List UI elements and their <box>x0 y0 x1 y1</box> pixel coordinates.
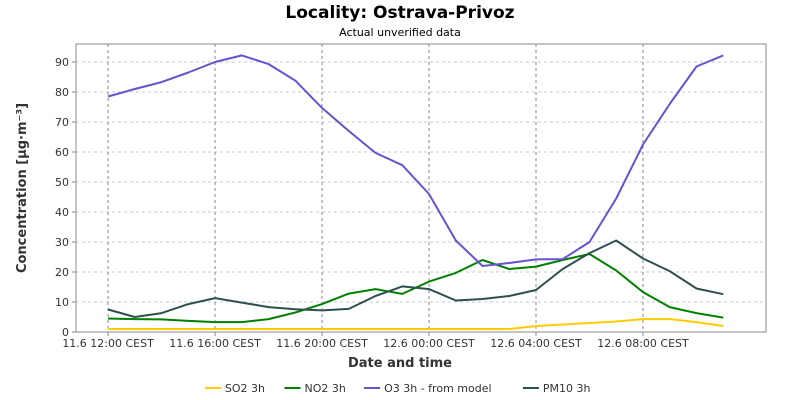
y-tick-label: 0 <box>62 326 69 339</box>
legend-label-o3-3h-from-model: O3 3h - from model <box>384 382 491 395</box>
y-tick-label: 80 <box>55 86 69 99</box>
legend-label-so2-3h: SO2 3h <box>225 382 265 395</box>
y-tick-label: 60 <box>55 146 69 159</box>
y-axis-ticks: 0 10 20 30 40 50 60 70 80 90 <box>55 56 76 339</box>
y-axis-label: Concentration [µg·m⁻³] <box>15 103 30 273</box>
y-tick-label: 70 <box>55 116 69 129</box>
y-tick-label: 90 <box>55 56 69 69</box>
y-tick-label: 10 <box>55 296 69 309</box>
x-axis-label: Date and time <box>348 356 452 371</box>
grid <box>76 44 766 332</box>
series-line-pm10-3h <box>107 239 724 318</box>
x-tick-label: 11.6 12:00 CEST <box>62 337 154 350</box>
legend-label-no2-3h: NO2 3h <box>305 382 346 395</box>
x-tick-label: 12.6 00:00 CEST <box>383 337 475 350</box>
series-lines <box>107 54 724 330</box>
x-tick-label: 11.6 16:00 CEST <box>169 337 261 350</box>
chart-title: Locality: Ostrava-Privoz <box>285 3 514 23</box>
series-line-so2-3h <box>108 318 724 330</box>
y-tick-label: 30 <box>55 236 69 249</box>
y-tick-label: 20 <box>55 266 69 279</box>
legend-label-pm10-3h: PM10 3h <box>543 382 591 395</box>
y-tick-label: 50 <box>55 176 69 189</box>
series-line-o3-3h-from-model <box>107 54 724 267</box>
x-tick-label: 12.6 04:00 CEST <box>490 337 582 350</box>
x-tick-label: 12.6 08:00 CEST <box>597 337 689 350</box>
x-axis-ticks: 11.6 12:00 CEST 11.6 16:00 CEST 11.6 20:00… <box>62 332 689 350</box>
legend: SO2 3h NO2 3h O3 3h - from model PM10 3h <box>204 382 591 395</box>
chart-subtitle: Actual unverified data <box>339 26 461 39</box>
x-tick-label: 11.6 20:00 CEST <box>276 337 368 350</box>
y-tick-label: 40 <box>55 206 69 219</box>
